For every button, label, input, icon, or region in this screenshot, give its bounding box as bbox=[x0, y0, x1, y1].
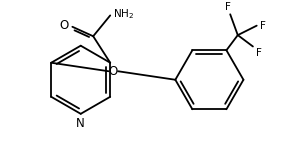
Text: F: F bbox=[256, 48, 262, 58]
Text: N: N bbox=[76, 117, 85, 130]
Text: O: O bbox=[109, 65, 118, 78]
Text: O: O bbox=[59, 19, 69, 32]
Text: NH$_2$: NH$_2$ bbox=[113, 8, 134, 21]
Text: F: F bbox=[225, 2, 231, 12]
Text: F: F bbox=[260, 21, 265, 31]
